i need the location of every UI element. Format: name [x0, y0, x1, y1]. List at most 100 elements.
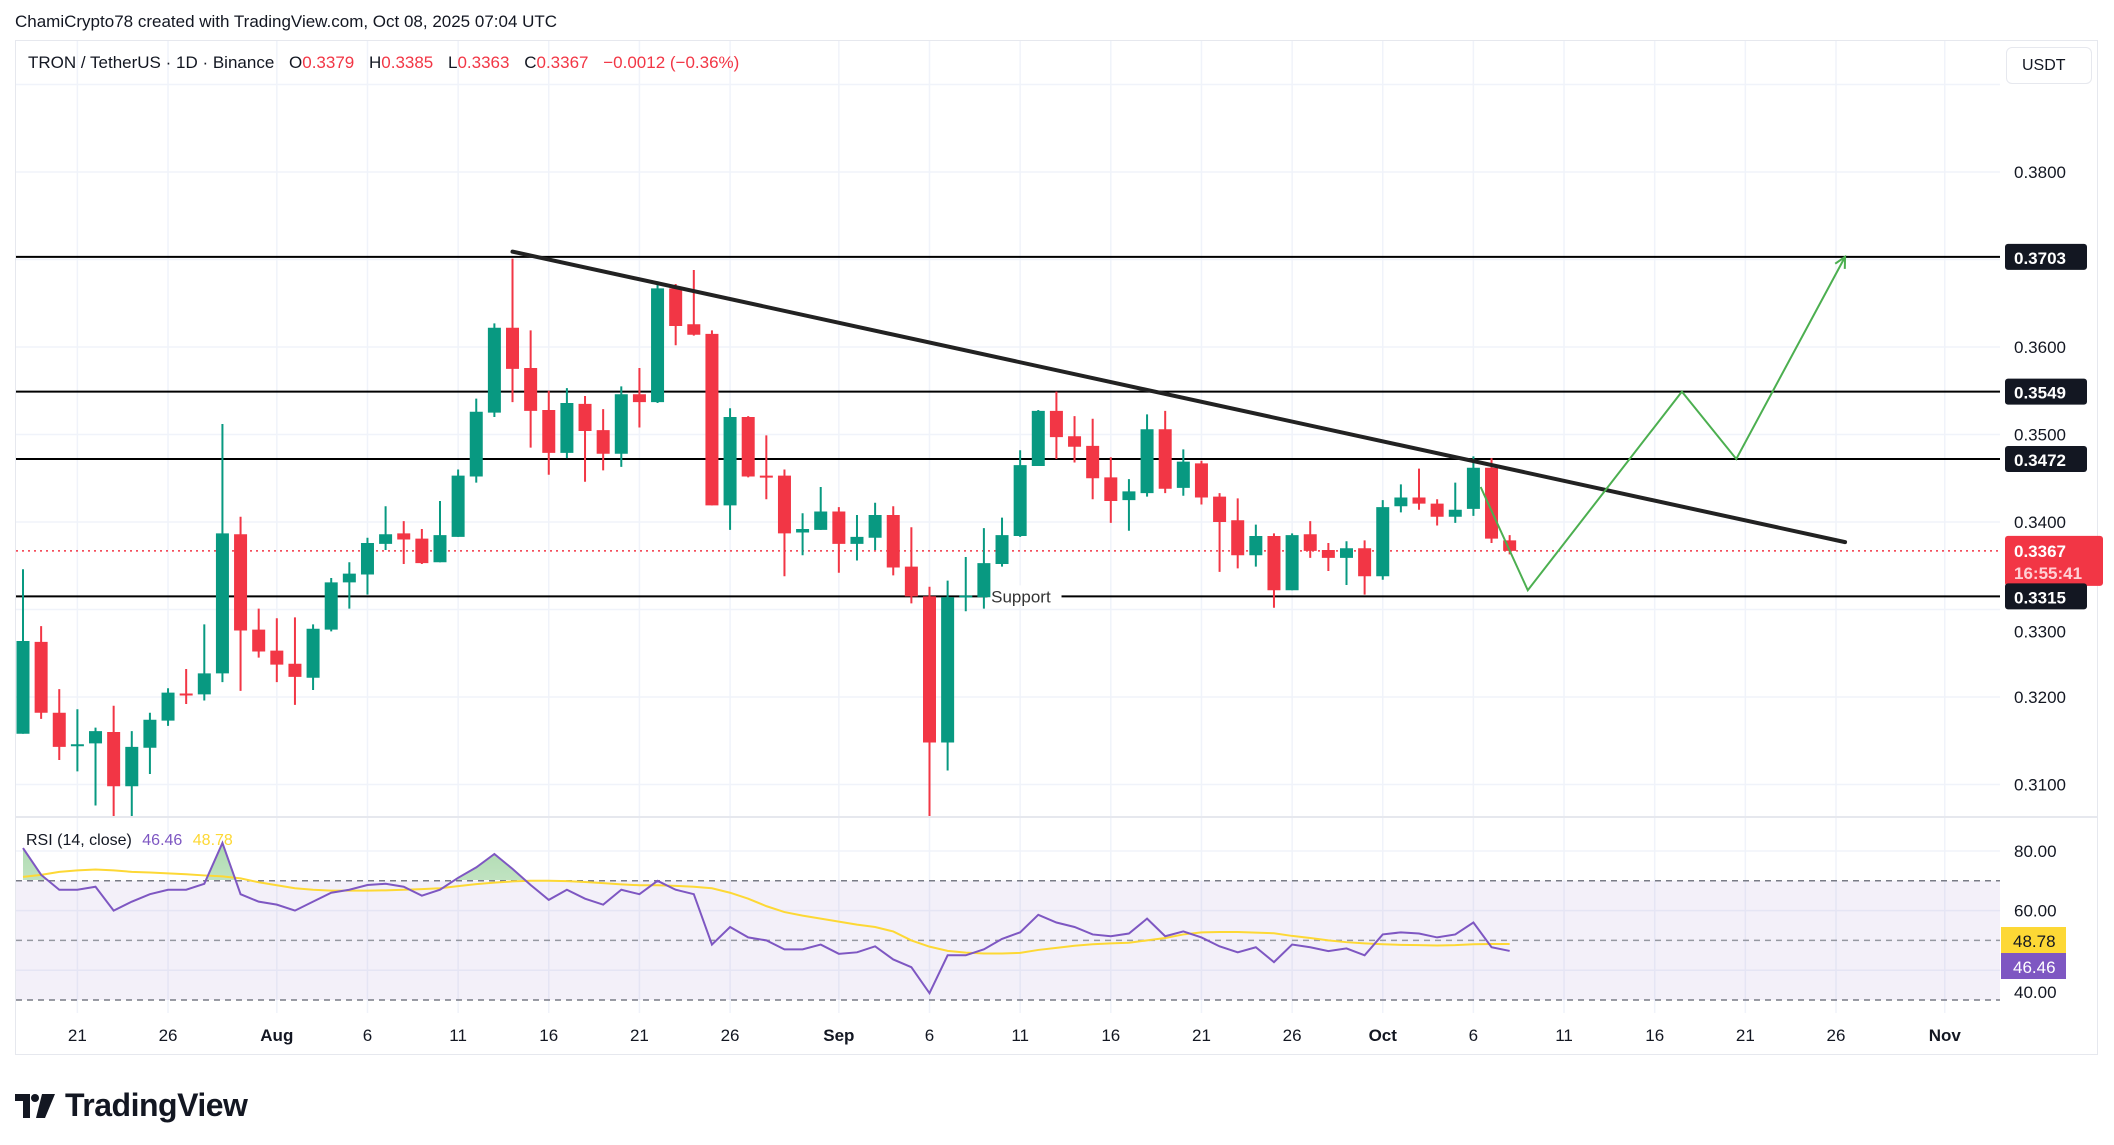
time-tick-label: 26 [1827, 1026, 1846, 1045]
candle-down[interactable] [1068, 436, 1082, 447]
projection-path[interactable] [1479, 256, 1846, 593]
candle-down[interactable] [1485, 467, 1499, 539]
candle-down[interactable] [777, 475, 791, 534]
candle-up[interactable] [215, 533, 229, 674]
candle-down[interactable] [1358, 548, 1372, 577]
candle-down[interactable] [1412, 497, 1426, 504]
candle-down[interactable] [1321, 550, 1335, 558]
candle-up[interactable] [850, 536, 864, 544]
candle-down[interactable] [52, 712, 66, 747]
candle-down[interactable] [1049, 410, 1063, 438]
candle-down[interactable] [542, 410, 556, 453]
candle-down[interactable] [904, 566, 918, 597]
candle-up[interactable] [796, 529, 810, 533]
candle-up[interactable] [324, 582, 338, 630]
trendline[interactable] [510, 249, 1848, 545]
candle-down[interactable] [886, 515, 900, 568]
candle-up[interactable] [651, 288, 665, 403]
candle-up[interactable] [342, 573, 356, 583]
candle-up[interactable] [89, 731, 103, 744]
candle-up[interactable] [70, 744, 84, 747]
rsi-title[interactable]: RSI (14, close) [26, 832, 132, 849]
candle-up[interactable] [959, 595, 973, 598]
candle-up[interactable] [16, 641, 30, 734]
candle-down[interactable] [923, 596, 936, 743]
candle-down[interactable] [669, 288, 683, 326]
candle-up[interactable] [1249, 536, 1263, 556]
candle-down[interactable] [270, 650, 284, 665]
candle-down[interactable] [1194, 463, 1208, 498]
candle-up[interactable] [1448, 509, 1462, 517]
candle-down[interactable] [632, 394, 646, 403]
candle-up[interactable] [614, 394, 628, 454]
candle-up[interactable] [125, 746, 139, 787]
price-tick-label: 0.3500 [2014, 426, 2066, 445]
time-tick-label: 16 [1645, 1026, 1664, 1045]
candle-up[interactable] [143, 719, 157, 748]
candle-down[interactable] [524, 368, 538, 411]
candle-up[interactable] [1339, 548, 1353, 558]
rsi-line[interactable] [22, 840, 1510, 996]
candle-down[interactable] [179, 693, 193, 696]
candle-down[interactable] [1086, 445, 1100, 479]
candle-down[interactable] [1213, 496, 1227, 522]
candle-up[interactable] [977, 563, 991, 598]
candle-up[interactable] [451, 475, 465, 537]
high-value: 0.3385 [381, 53, 434, 72]
candle-down[interactable] [415, 538, 429, 564]
candle-down[interactable] [1303, 534, 1317, 551]
candle-down[interactable] [107, 732, 121, 787]
candle-up[interactable] [1031, 410, 1045, 466]
candle-up[interactable] [379, 534, 393, 544]
candle-up[interactable] [1140, 429, 1154, 494]
candle-up[interactable] [1285, 535, 1299, 591]
candle-up[interactable] [197, 673, 211, 695]
candle-down[interactable] [1430, 503, 1444, 517]
candle-up[interactable] [723, 417, 737, 506]
candle-down[interactable] [759, 475, 773, 478]
candle-up[interactable] [433, 535, 447, 563]
candle-up[interactable] [868, 515, 882, 538]
candle-down[interactable] [1231, 520, 1245, 556]
candle-up[interactable] [1376, 507, 1390, 577]
candle-down[interactable] [1104, 477, 1118, 501]
rsi-ma-line[interactable] [22, 868, 1510, 955]
candle-up[interactable] [1176, 461, 1190, 488]
candle-down[interactable] [234, 534, 248, 631]
candle-up[interactable] [469, 411, 483, 477]
candle-down[interactable] [1158, 429, 1172, 489]
candle-up[interactable] [487, 327, 501, 413]
candle-down[interactable] [832, 511, 846, 544]
candle-down[interactable] [34, 641, 48, 713]
candle-up[interactable] [306, 628, 320, 678]
candle-up[interactable] [560, 403, 574, 453]
low-value: 0.3363 [457, 53, 510, 72]
candle-down[interactable] [741, 417, 755, 477]
candle-up[interactable] [1013, 465, 1027, 536]
candle-up[interactable] [995, 535, 1009, 564]
candle-down[interactable] [506, 327, 520, 369]
candle-down[interactable] [578, 403, 592, 431]
candle-up[interactable] [814, 511, 828, 530]
candle-up[interactable] [161, 692, 175, 721]
candle-down[interactable] [596, 430, 610, 454]
candle-up[interactable] [1394, 497, 1408, 507]
candle-down[interactable] [1267, 536, 1281, 591]
candle-up[interactable] [360, 543, 374, 575]
candle-up[interactable] [941, 597, 955, 743]
symbol-title[interactable]: TRON / TetherUS · 1D · Binance [28, 53, 275, 72]
candle-up[interactable] [1122, 491, 1136, 501]
currency-button[interactable]: USDT [2006, 47, 2092, 84]
axes: 0.3800 0.3600 0.3500 0.3400 0.3300 0.3200 0.31… [68, 163, 2103, 1045]
tradingview-logo[interactable]: TradingView [15, 1087, 248, 1124]
candle-down[interactable] [288, 663, 302, 677]
change-value: −0.0012 (−0.36%) [603, 53, 740, 72]
candle-down[interactable] [397, 533, 411, 540]
candle-up[interactable] [1466, 467, 1480, 509]
chart-attribution: ChamiCrypto78 created with TradingView.c… [15, 12, 558, 31]
candle-down[interactable] [687, 324, 701, 335]
candle-down[interactable] [1503, 540, 1517, 551]
candle-down[interactable] [252, 629, 266, 652]
candle-down[interactable] [705, 333, 719, 506]
